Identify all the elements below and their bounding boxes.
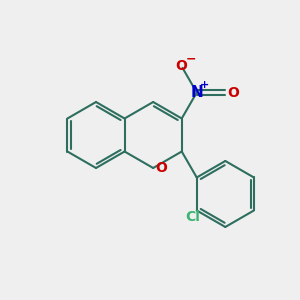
Text: N: N: [190, 85, 203, 100]
Text: O: O: [228, 85, 240, 100]
Text: −: −: [186, 53, 196, 66]
Text: O: O: [156, 161, 167, 175]
Text: Cl: Cl: [185, 210, 200, 224]
Text: +: +: [200, 80, 209, 90]
Text: O: O: [175, 59, 187, 73]
